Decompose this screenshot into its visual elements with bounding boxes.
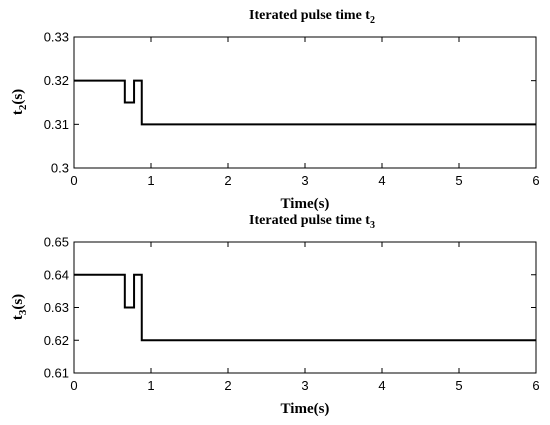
y-tick-label: 0.61 [44,366,69,381]
x-tick-label: 3 [301,378,308,393]
plot-title: Iterated pulse time t3 [249,213,375,231]
x-tick-label: 0 [70,173,77,188]
plot-title: Iterated pulse time t2 [249,8,375,26]
y-tick-label: 0.31 [44,117,69,132]
x-axis-label: Time(s) [281,401,330,417]
series-line [74,273,536,342]
x-ticks: 0 1 2 3 4 5 6 [70,242,540,393]
y-axis-label-main: t [10,110,26,115]
y-axis-label: t3(s) [10,294,29,320]
y-tick-label: 0.62 [44,333,69,348]
plot-frame [73,36,537,169]
plot-frame [73,241,537,374]
x-tick-label: 3 [301,173,308,188]
y-ticks: 0.61 0.62 0.63 0.64 0.65 [44,235,536,381]
plot-title-main: Iterated pulse time t [249,213,370,228]
x-tick-label: 1 [147,173,154,188]
x-tick-label: 2 [224,173,231,188]
x-tick-label: 6 [532,173,539,188]
y-tick-label: 0.63 [44,300,69,315]
x-tick-label: 0 [70,378,77,393]
x-tick-label: 4 [378,378,385,393]
y-axis-label: t2(s) [10,89,29,115]
y-axis-label-main: t [10,315,26,320]
y-axis-label-subscript: 3 [17,309,29,315]
y-axis-label-suffix: (s) [10,294,26,310]
y-axis-label-subscript: 2 [17,104,29,110]
y-tick-label: 0.32 [44,73,69,88]
x-axis-label: Time(s) [281,196,330,212]
x-tick-label: 4 [378,173,385,188]
plot-title-subscript: 2 [370,15,375,26]
y-tick-label: 0.3 [51,161,69,176]
x-tick-label: 5 [455,173,462,188]
x-tick-label: 1 [147,378,154,393]
plot-title-main: Iterated pulse time t [249,8,370,23]
series-line [74,79,536,126]
y-tick-label: 0.65 [44,235,69,250]
plot-title-subscript: 3 [370,220,375,231]
x-tick-label: 5 [455,378,462,393]
x-ticks: 0 1 2 3 4 5 6 [70,37,540,188]
y-ticks: 0.3 0.31 0.32 0.33 [44,30,536,176]
y-tick-label: 0.33 [44,30,69,45]
y-axis-label-suffix: (s) [10,89,26,105]
y-tick-label: 0.64 [44,267,69,282]
x-tick-label: 2 [224,378,231,393]
x-tick-label: 6 [532,378,539,393]
